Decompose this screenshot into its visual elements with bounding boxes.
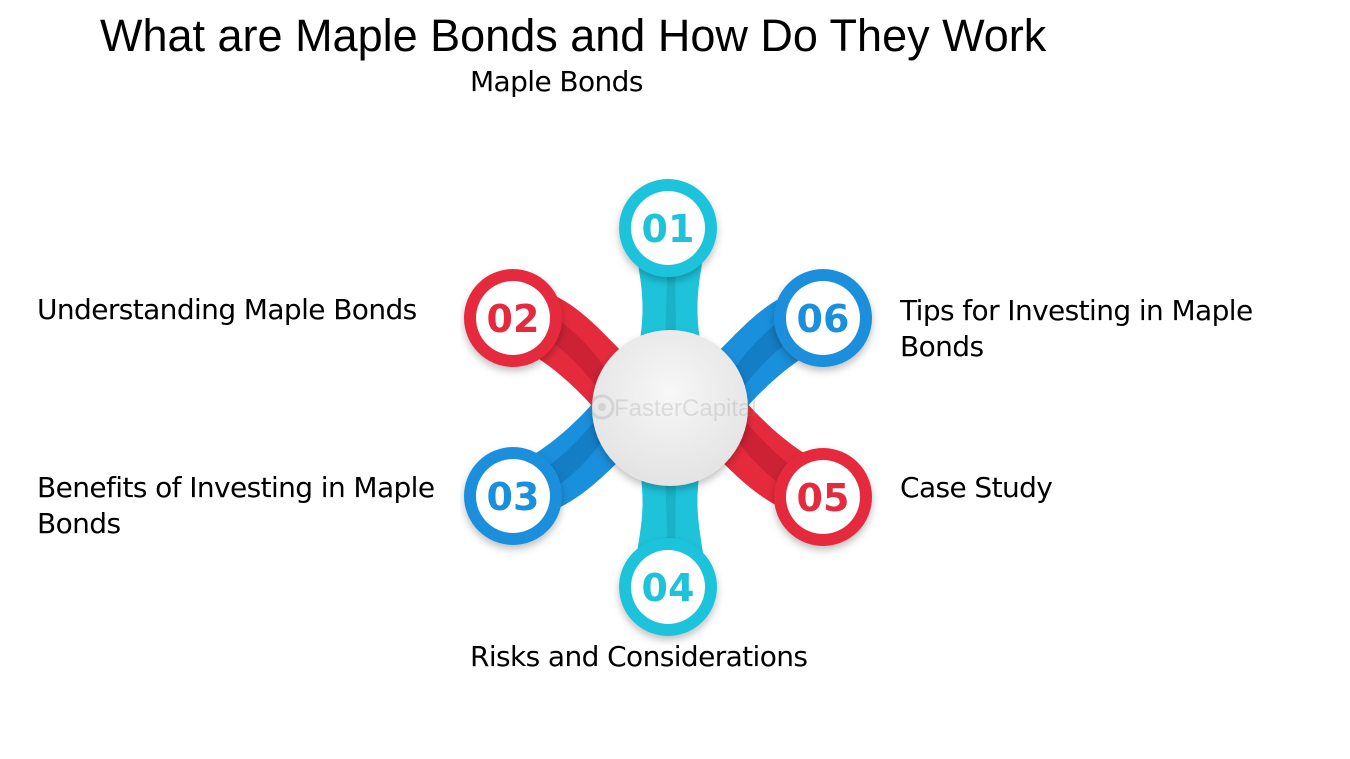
step-6-label: Tips for Investing in Maple Bonds xyxy=(900,294,1253,363)
step-3-label: Benefits of Investing in Maple Bonds xyxy=(37,471,435,540)
node-05: 05 xyxy=(774,448,872,546)
node-03: 03 xyxy=(464,447,562,545)
page-title: What are Maple Bonds and How Do They Wor… xyxy=(100,10,1047,61)
node-01: 01 xyxy=(619,179,717,277)
step-4-label: Risks and Considerations xyxy=(470,640,808,673)
hub-circle: FasterCapital xyxy=(589,330,757,486)
step-4-number: 04 xyxy=(642,566,695,610)
node-02: 02 xyxy=(464,269,562,367)
step-5-number: 05 xyxy=(797,476,850,520)
step-2-number: 02 xyxy=(487,297,540,341)
fastercapital-logo: FasterCapital xyxy=(589,394,757,422)
node-06: 06 xyxy=(774,269,872,367)
arm-04 xyxy=(636,470,704,560)
step-3-number: 03 xyxy=(487,475,540,519)
step-2-label: Understanding Maple Bonds xyxy=(37,293,417,326)
watermark-text: FasterCapital xyxy=(614,395,757,422)
step-5-label: Case Study xyxy=(900,471,1053,504)
step-6-number: 06 xyxy=(797,297,850,341)
step-1-number: 01 xyxy=(642,207,695,251)
step-1-label: Maple Bonds xyxy=(470,65,643,98)
hub-diagram: 01 02 03 04 05 06 FasterCapital xyxy=(464,179,872,636)
node-04: 04 xyxy=(619,538,717,636)
